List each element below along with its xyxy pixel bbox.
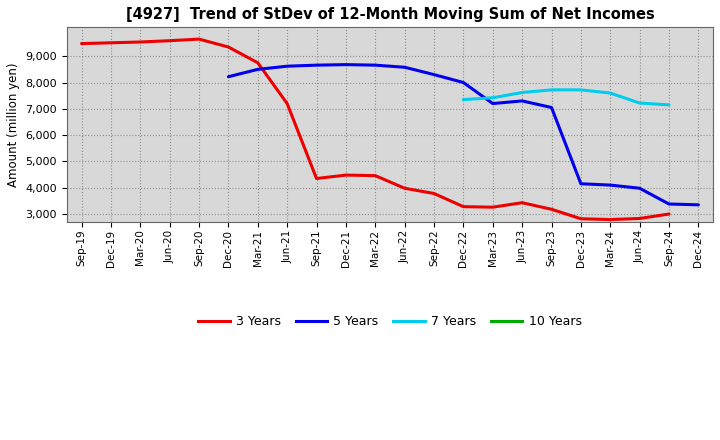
Y-axis label: Amount (million yen): Amount (million yen) — [7, 62, 20, 187]
Title: [4927]  Trend of StDev of 12-Month Moving Sum of Net Incomes: [4927] Trend of StDev of 12-Month Moving… — [125, 7, 654, 22]
Legend: 3 Years, 5 Years, 7 Years, 10 Years: 3 Years, 5 Years, 7 Years, 10 Years — [194, 310, 587, 333]
